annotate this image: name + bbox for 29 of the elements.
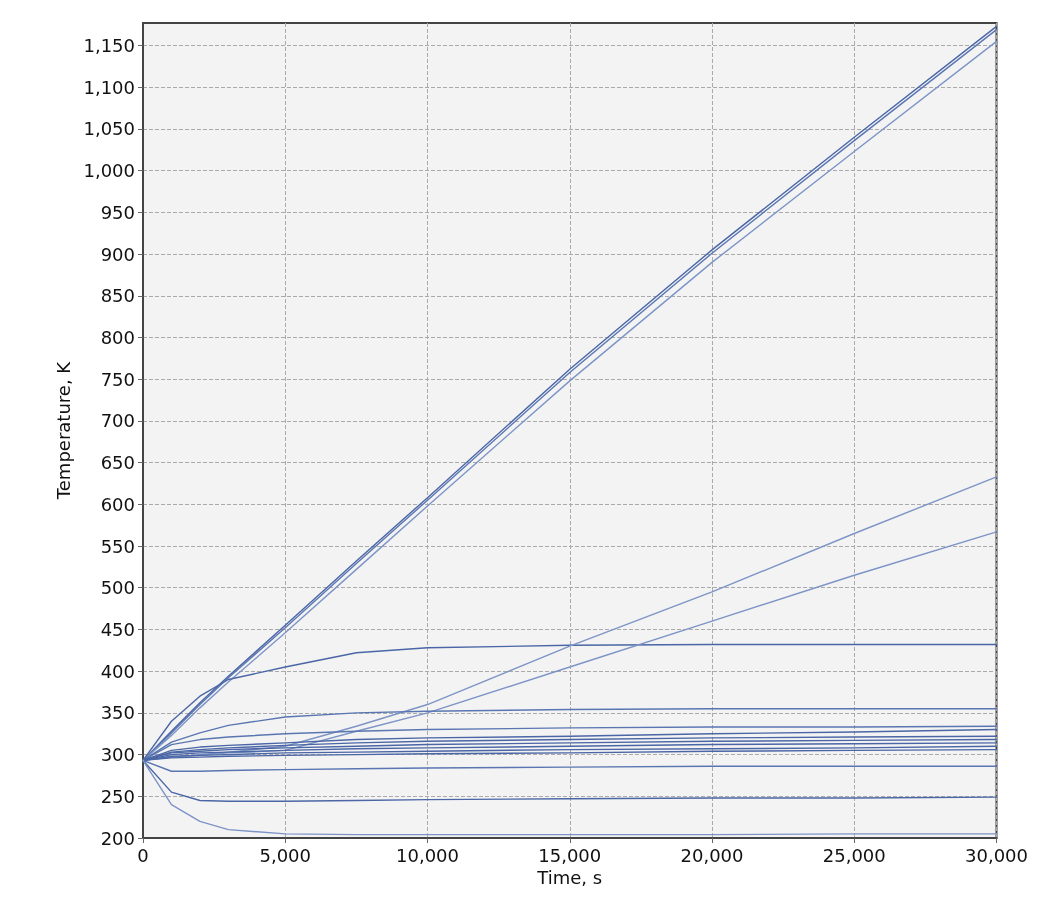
y-tick-label: 200 — [100, 827, 135, 849]
y-tick-label: 1,000 — [83, 160, 135, 182]
y-tick-label: 450 — [100, 618, 135, 640]
x-tick-label: 15,000 — [538, 844, 602, 866]
y-tick-label: 650 — [100, 452, 135, 474]
x-axis-title: Time, s — [536, 867, 603, 889]
y-tick-label: 700 — [100, 410, 135, 432]
y-tick-label: 500 — [100, 577, 135, 599]
y-tick-label: 850 — [100, 285, 135, 307]
y-tick-label: 1,150 — [83, 35, 135, 57]
x-tick-label: 0 — [137, 844, 149, 866]
y-tick-label: 350 — [100, 702, 135, 724]
x-tick-label: 5,000 — [259, 844, 312, 866]
x-tick-label: 25,000 — [822, 844, 886, 866]
y-tick-label: 800 — [100, 326, 135, 348]
y-tick-label: 600 — [100, 493, 135, 515]
y-tick-label: 400 — [100, 660, 135, 682]
y-tick-label: 550 — [100, 535, 135, 557]
x-tick-label: 30,000 — [965, 844, 1028, 866]
y-tick-label: 300 — [100, 744, 135, 766]
y-tick-label: 750 — [100, 368, 135, 390]
y-tick-label: 1,100 — [83, 76, 135, 98]
x-tick-label: 10,000 — [396, 844, 459, 866]
y-tick-label: 1,050 — [83, 118, 135, 140]
x-tick-label: 20,000 — [680, 844, 744, 866]
y-tick-label: 950 — [100, 201, 135, 223]
y-tick-label: 250 — [100, 785, 135, 807]
y-tick-label: 900 — [100, 243, 135, 265]
y-axis-title: Temperature, K — [53, 360, 75, 501]
